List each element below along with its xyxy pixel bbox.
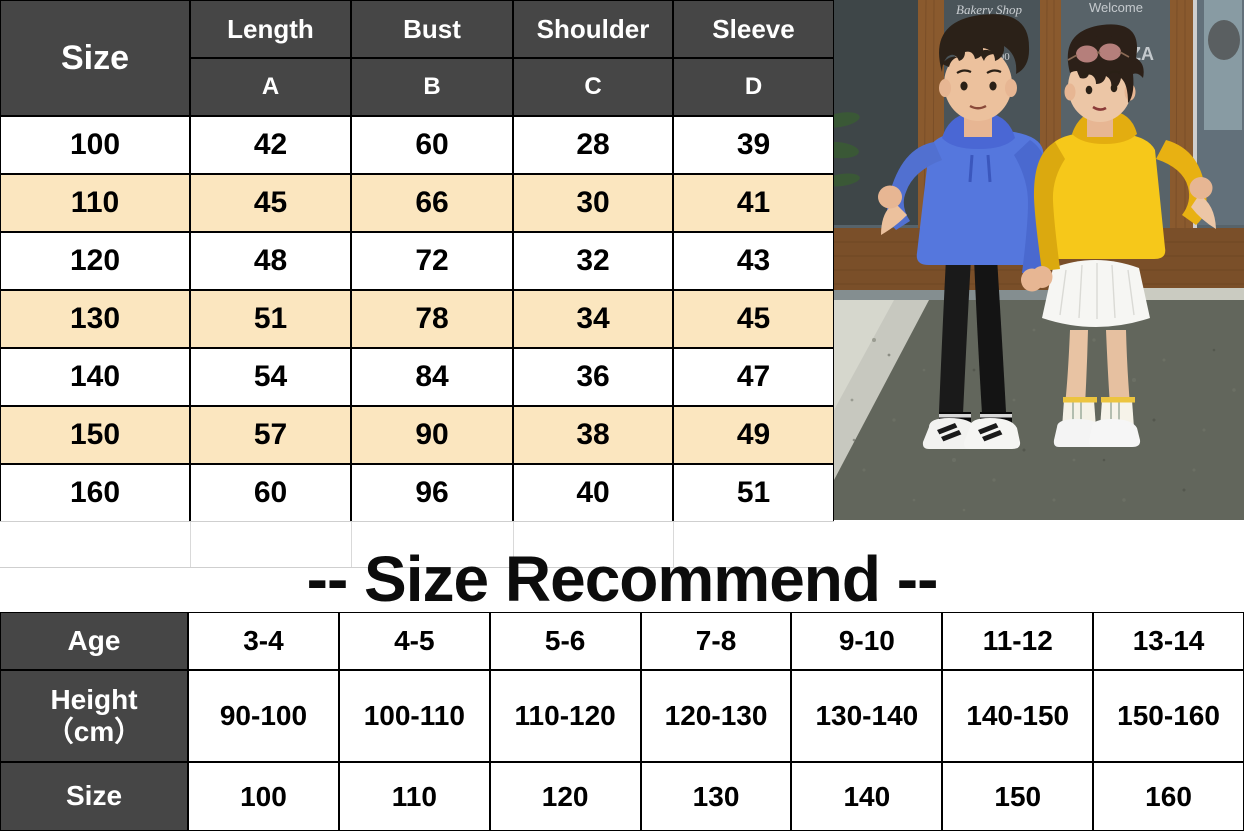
svg-text:Welcome: Welcome	[1089, 0, 1143, 15]
